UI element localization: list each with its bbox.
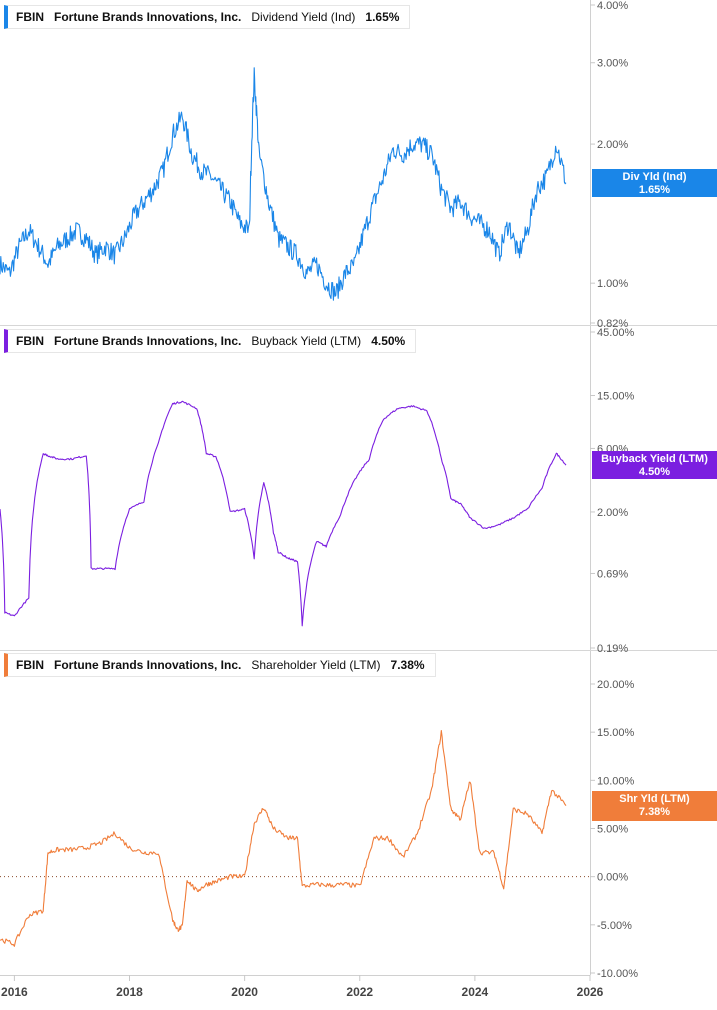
- series-line: [0, 400, 567, 627]
- tag-value: 7.38%: [638, 806, 671, 818]
- tag-value: 1.65%: [638, 184, 671, 196]
- x-tick-label: 2024: [462, 985, 489, 999]
- tag-value: 4.50%: [638, 466, 671, 478]
- x-tick-label: 2020: [231, 985, 258, 999]
- y-tick-label: 20.00%: [597, 679, 635, 691]
- company-name: Fortune Brands Innovations, Inc.: [54, 334, 242, 348]
- y-tick-label: 0.19%: [597, 643, 628, 655]
- tag-label: Buyback Yield (LTM): [601, 453, 708, 465]
- y-tick-label: -10.00%: [597, 968, 638, 980]
- y-tick-label: 10.00%: [597, 775, 635, 787]
- y-tick-label: 2.00%: [597, 139, 628, 151]
- company-name: Fortune Brands Innovations, Inc.: [54, 10, 242, 24]
- tag-label: Shr Yld (LTM): [619, 793, 690, 805]
- metric-value: 7.38%: [390, 658, 425, 672]
- y-tick-label: 45.00%: [597, 327, 635, 339]
- y-tick-label: 5.00%: [597, 824, 628, 836]
- metric-value: 4.50%: [371, 334, 406, 348]
- metric-name: Buyback Yield (LTM): [251, 334, 362, 348]
- x-tick-label: 2016: [1, 985, 28, 999]
- series-line: [0, 729, 567, 947]
- x-tick-label: 2026: [577, 985, 604, 999]
- y-tick-label: 3.00%: [597, 58, 628, 70]
- buyback-yield-pane-title: FBIN Fortune Brands Innovations, Inc. Bu…: [4, 329, 417, 353]
- y-tick-label: -5.00%: [597, 920, 632, 932]
- y-tick-label: 0.00%: [597, 872, 628, 884]
- shareholder-yield-last-value-tag: Shr Yld (LTM) 7.38%: [592, 791, 717, 821]
- x-tick-label: 2022: [346, 985, 373, 999]
- metric-name: Dividend Yield (Ind): [251, 10, 356, 24]
- metric-value: 1.65%: [365, 10, 400, 24]
- company-name: Fortune Brands Innovations, Inc.: [54, 658, 242, 672]
- y-tick-label: 15.00%: [597, 390, 635, 402]
- ticker-label: FBIN: [16, 10, 44, 24]
- y-tick-label: 4.00%: [597, 0, 628, 12]
- ticker-label: FBIN: [16, 658, 44, 672]
- y-tick-label: 2.00%: [597, 507, 628, 519]
- tag-label: Div Yld (Ind): [622, 171, 687, 183]
- dividend-yield-last-value-tag: Div Yld (Ind) 1.65%: [592, 169, 717, 197]
- ticker-label: FBIN: [16, 334, 44, 348]
- shareholder-yield-pane-title: FBIN Fortune Brands Innovations, Inc. Sh…: [4, 653, 436, 677]
- dividend-yield-pane-title: FBIN Fortune Brands Innovations, Inc. Di…: [4, 5, 411, 29]
- x-tick-label: 2018: [116, 985, 143, 999]
- y-tick-label: 15.00%: [597, 727, 635, 739]
- y-tick-label: 1.00%: [597, 278, 628, 290]
- metric-name: Shareholder Yield (LTM): [251, 658, 381, 672]
- y-tick-label: 0.82%: [597, 318, 628, 330]
- buyback-yield-last-value-tag: Buyback Yield (LTM) 4.50%: [592, 451, 717, 479]
- series-line: [0, 67, 567, 301]
- y-tick-label: 0.69%: [597, 568, 628, 580]
